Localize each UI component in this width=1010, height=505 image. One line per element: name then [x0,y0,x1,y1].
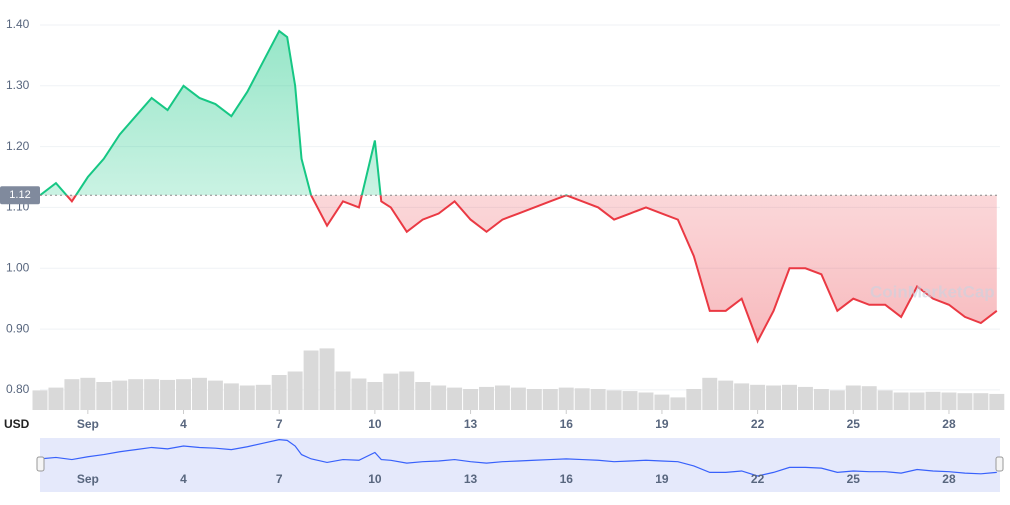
navigator-label: 16 [560,472,574,486]
volume-bar [239,385,255,410]
volume-bar [80,377,96,410]
navigator-label: 22 [751,472,765,486]
volume-bar [319,348,335,410]
volume-bar [494,385,510,410]
volume-bar [48,387,64,410]
volume-bar [287,371,303,410]
x-tick-label: 16 [560,417,574,431]
volume-bar [542,389,558,410]
y-tick-label: 1.00 [6,260,30,274]
volume-bar [191,377,207,410]
volume-bar [702,377,718,410]
volume-bar [670,397,686,410]
volume-bar [96,382,112,410]
price-area-up [40,31,997,196]
x-tick-label: 28 [942,417,956,431]
volume-bar [989,393,1005,410]
x-tick-label: 19 [655,417,669,431]
price-line-down [40,195,998,344]
navigator-label: 19 [655,472,669,486]
navigator-label: 10 [368,472,382,486]
navigator-line [39,439,997,477]
watermark: CoinMarketCap [870,282,995,301]
volume-bar [526,389,542,410]
x-tick-label: 25 [847,417,861,431]
volume-bar [255,384,271,410]
volume-bar [415,382,431,410]
volume-bar [877,390,893,410]
price-area-down [66,195,997,342]
volume-bar [128,379,144,410]
volume-bar [431,385,447,410]
volume-bar [638,392,654,410]
navigator-label: 7 [276,472,283,486]
navigator-handle-right [995,456,1004,472]
volume-bar [941,392,957,410]
baseline-label: 1.12 [9,189,30,201]
volume-bar [654,394,670,410]
volume-bar [223,383,239,410]
volume-bar [64,379,80,410]
volume-bar [383,373,399,410]
navigator-label: 25 [847,472,861,486]
x-tick-label: Sep [77,417,99,431]
volume-bar [351,378,367,410]
volume-bar [606,390,622,410]
volume-bar [622,391,638,410]
volume-bar [750,384,766,410]
volume-bar [973,393,989,410]
y-tick-label: 1.30 [6,78,30,92]
volume-bar [399,371,415,410]
volume-bar [686,389,702,410]
price-line-up [39,29,570,196]
volume-bar [813,389,829,410]
volume-bar [782,384,797,410]
volume-bar [144,379,160,410]
y-tick-label: 1.40 [6,17,30,31]
volume-bar [957,393,973,410]
volume-bar [590,389,606,410]
volume-bar [558,387,574,410]
x-tick-label: 22 [751,417,765,431]
navigator-label: 4 [180,472,187,486]
volume-bar [909,392,925,410]
volume-bar [447,387,463,410]
volume-bar [797,386,813,410]
y-tick-label: 0.90 [6,321,30,335]
volume-bar [925,391,941,410]
volume-bar [510,387,526,410]
volume-bar [893,392,909,410]
volume-bar [734,383,750,410]
baseline-badge [0,186,40,205]
volume-bar [32,390,48,410]
volume-bar [766,385,782,410]
volume-bar [112,380,128,410]
navigator-label: 13 [464,472,478,486]
volume-bar [718,380,734,410]
volume-bar [207,380,223,410]
volume-bar [861,386,877,410]
navigator-handle-left [36,456,45,472]
volume-bar [367,382,383,410]
x-tick-label: 7 [276,417,283,431]
volume-bar [303,350,319,410]
volume-bar [335,371,351,410]
volume-bar [479,386,494,410]
volume-bar [574,388,590,410]
volume-bar [845,385,861,410]
currency-label: USD [4,417,30,431]
y-tick-label: 0.80 [6,382,30,396]
y-tick-label: 1.20 [6,139,30,153]
volume-bar [160,379,176,410]
volume-bar [271,375,287,410]
x-tick-label: 13 [464,417,478,431]
volume-bar [829,390,845,410]
navigator-label: 28 [942,472,956,486]
navigator-label: Sep [77,472,99,486]
volume-bar [176,379,191,410]
x-tick-label: 4 [180,417,187,431]
volume-bar [463,389,479,410]
x-tick-label: 10 [368,417,382,431]
